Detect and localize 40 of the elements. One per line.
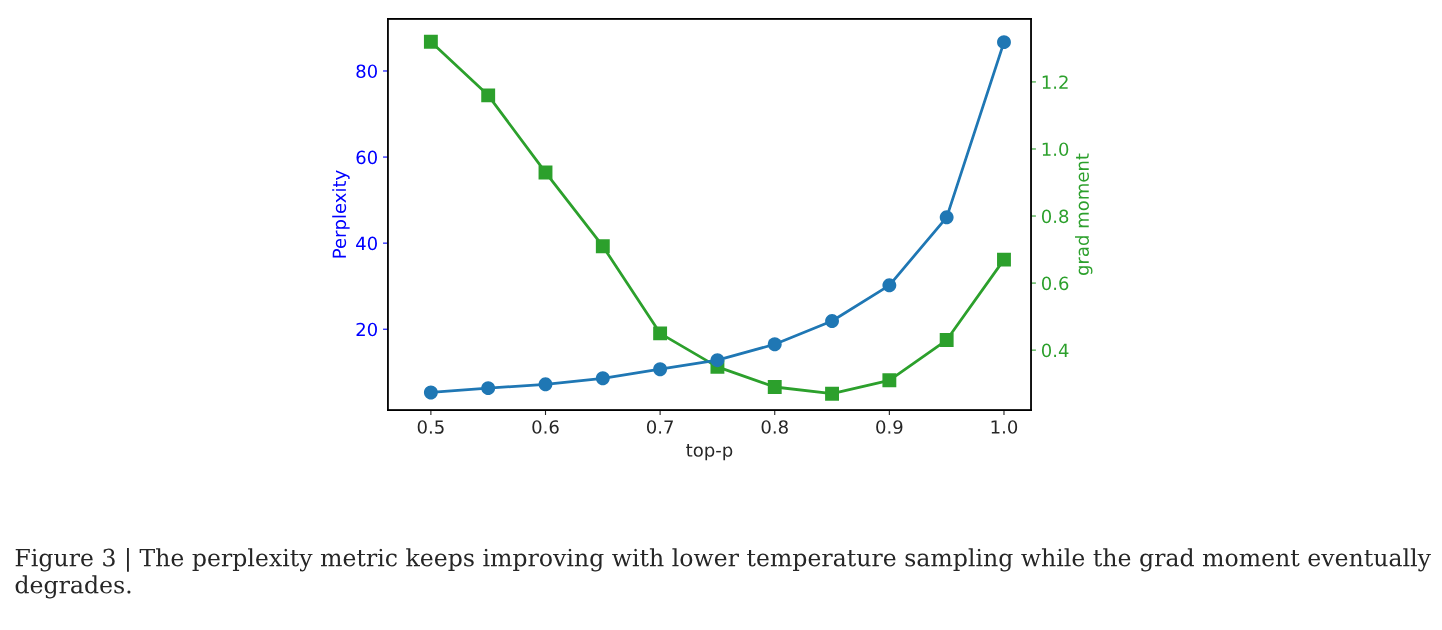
caption: Figure 3 | The perplexity metric keeps improving with lower temperature sampling while the grad moment eventually degrades. (15, 548, 1431, 599)
y-tick-label: 20 (356, 322, 377, 337)
point (710, 353, 725, 368)
y2-tick-label: 0.6 (1041, 276, 1069, 291)
point (481, 88, 496, 103)
x-axis-title: top-p (686, 443, 733, 461)
point (825, 386, 839, 401)
point (595, 239, 610, 254)
y2-axis-title: grad moment (1075, 153, 1093, 276)
x-tick-label: 0.8 (761, 420, 788, 434)
point (423, 34, 438, 49)
y-tick-label: 60 (356, 150, 377, 165)
point (767, 380, 782, 394)
point (423, 385, 438, 400)
point (882, 278, 897, 293)
y-tick-label: 80 (356, 64, 377, 79)
point (997, 35, 1011, 50)
point (882, 373, 897, 388)
point (653, 362, 668, 377)
point (538, 165, 553, 180)
y2-tick-label: 1.2 (1042, 75, 1068, 89)
point (538, 377, 553, 392)
y-axis-title: Perplexity (332, 170, 350, 258)
point (825, 314, 839, 328)
point (481, 381, 496, 396)
x-tick-label: 0.6 (532, 420, 559, 434)
y2-tick-label: 1.0 (1042, 142, 1069, 157)
point (767, 337, 782, 352)
x-tick-label: 0.5 (417, 420, 444, 434)
y2-tick-label: 0.8 (1041, 209, 1069, 224)
x-tick-label: 0.9 (876, 420, 903, 434)
point (997, 252, 1011, 267)
point (595, 371, 610, 386)
x-tick-label: 0.7 (646, 420, 673, 434)
point (939, 210, 954, 225)
y2-tick-label: 0.4 (1041, 343, 1069, 358)
y-tick-label: 40 (356, 236, 377, 251)
point (653, 326, 668, 341)
point (939, 333, 954, 348)
x-tick-label: 1.0 (991, 420, 1018, 434)
